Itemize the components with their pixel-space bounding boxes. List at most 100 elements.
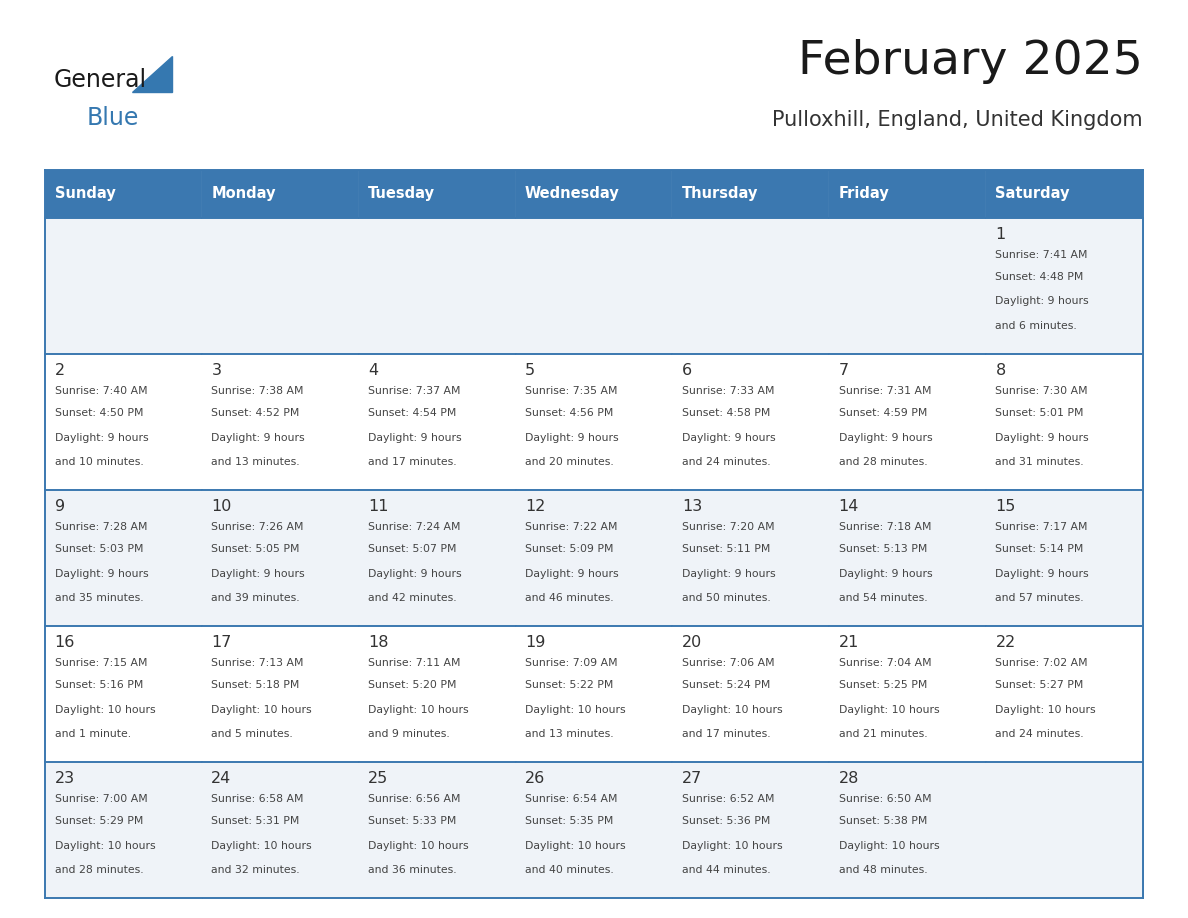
Text: 24: 24 <box>211 771 232 787</box>
Text: Daylight: 9 hours: Daylight: 9 hours <box>682 432 776 442</box>
Text: Tuesday: Tuesday <box>368 186 435 201</box>
Text: Blue: Blue <box>87 106 139 130</box>
Text: Sunset: 4:58 PM: Sunset: 4:58 PM <box>682 408 770 418</box>
Text: and 44 minutes.: and 44 minutes. <box>682 865 771 875</box>
Text: and 50 minutes.: and 50 minutes. <box>682 593 771 603</box>
Text: 2: 2 <box>55 364 64 378</box>
Text: Sunrise: 7:02 AM: Sunrise: 7:02 AM <box>996 658 1088 668</box>
Text: and 57 minutes.: and 57 minutes. <box>996 593 1085 603</box>
Text: Sunset: 5:31 PM: Sunset: 5:31 PM <box>211 816 299 826</box>
Text: Sunset: 5:20 PM: Sunset: 5:20 PM <box>368 680 456 690</box>
Text: Sunrise: 7:11 AM: Sunrise: 7:11 AM <box>368 658 461 668</box>
Text: Monday: Monday <box>211 186 276 201</box>
Text: Daylight: 10 hours: Daylight: 10 hours <box>55 705 156 714</box>
Text: Sunrise: 7:40 AM: Sunrise: 7:40 AM <box>55 386 147 397</box>
Text: and 13 minutes.: and 13 minutes. <box>211 457 301 467</box>
Text: 15: 15 <box>996 499 1016 514</box>
Text: Daylight: 9 hours: Daylight: 9 hours <box>996 297 1089 307</box>
Text: Daylight: 10 hours: Daylight: 10 hours <box>368 841 469 851</box>
Text: 18: 18 <box>368 635 388 650</box>
Text: Daylight: 9 hours: Daylight: 9 hours <box>55 432 148 442</box>
Text: Sunrise: 7:24 AM: Sunrise: 7:24 AM <box>368 522 461 532</box>
Text: 8: 8 <box>996 364 1006 378</box>
Text: and 39 minutes.: and 39 minutes. <box>211 593 301 603</box>
Text: Sunset: 5:33 PM: Sunset: 5:33 PM <box>368 816 456 826</box>
Text: Daylight: 10 hours: Daylight: 10 hours <box>211 705 312 714</box>
Text: Sunrise: 7:15 AM: Sunrise: 7:15 AM <box>55 658 147 668</box>
Text: 3: 3 <box>211 364 221 378</box>
Text: 25: 25 <box>368 771 388 787</box>
Text: Daylight: 10 hours: Daylight: 10 hours <box>368 705 469 714</box>
Text: Sunrise: 7:00 AM: Sunrise: 7:00 AM <box>55 794 147 804</box>
Text: 5: 5 <box>525 364 535 378</box>
Text: 6: 6 <box>682 364 691 378</box>
Text: Sunrise: 7:41 AM: Sunrise: 7:41 AM <box>996 251 1088 260</box>
Text: and 17 minutes.: and 17 minutes. <box>368 457 457 467</box>
Text: Sunset: 5:07 PM: Sunset: 5:07 PM <box>368 544 456 554</box>
Text: Sunset: 4:56 PM: Sunset: 4:56 PM <box>525 408 613 418</box>
Text: Sunrise: 7:33 AM: Sunrise: 7:33 AM <box>682 386 775 397</box>
Text: and 54 minutes.: and 54 minutes. <box>839 593 928 603</box>
Text: Sunset: 5:05 PM: Sunset: 5:05 PM <box>211 544 299 554</box>
Text: Daylight: 10 hours: Daylight: 10 hours <box>525 841 626 851</box>
Text: Sunrise: 7:37 AM: Sunrise: 7:37 AM <box>368 386 461 397</box>
Text: Sunrise: 7:13 AM: Sunrise: 7:13 AM <box>211 658 304 668</box>
Text: and 1 minute.: and 1 minute. <box>55 729 131 739</box>
Text: Sunset: 5:24 PM: Sunset: 5:24 PM <box>682 680 770 690</box>
Text: General: General <box>53 68 146 92</box>
Text: Daylight: 10 hours: Daylight: 10 hours <box>525 705 626 714</box>
Text: Sunrise: 7:28 AM: Sunrise: 7:28 AM <box>55 522 147 532</box>
Text: 17: 17 <box>211 635 232 650</box>
Text: and 24 minutes.: and 24 minutes. <box>682 457 771 467</box>
Text: and 5 minutes.: and 5 minutes. <box>211 729 293 739</box>
Text: 1: 1 <box>996 227 1006 242</box>
Text: Sunset: 5:03 PM: Sunset: 5:03 PM <box>55 544 143 554</box>
Text: Daylight: 9 hours: Daylight: 9 hours <box>211 432 305 442</box>
Text: 12: 12 <box>525 499 545 514</box>
Text: Sunrise: 7:09 AM: Sunrise: 7:09 AM <box>525 658 618 668</box>
Text: and 28 minutes.: and 28 minutes. <box>55 865 144 875</box>
Text: 16: 16 <box>55 635 75 650</box>
Text: Daylight: 10 hours: Daylight: 10 hours <box>839 841 940 851</box>
Text: 4: 4 <box>368 364 378 378</box>
Text: 9: 9 <box>55 499 64 514</box>
Text: and 36 minutes.: and 36 minutes. <box>368 865 457 875</box>
Text: Daylight: 10 hours: Daylight: 10 hours <box>682 841 783 851</box>
Text: Sunset: 5:13 PM: Sunset: 5:13 PM <box>839 544 927 554</box>
Text: and 17 minutes.: and 17 minutes. <box>682 729 771 739</box>
Text: and 9 minutes.: and 9 minutes. <box>368 729 450 739</box>
Text: Sunrise: 7:30 AM: Sunrise: 7:30 AM <box>996 386 1088 397</box>
Text: Daylight: 10 hours: Daylight: 10 hours <box>682 705 783 714</box>
Text: Sunrise: 7:17 AM: Sunrise: 7:17 AM <box>996 522 1088 532</box>
Text: and 31 minutes.: and 31 minutes. <box>996 457 1085 467</box>
Text: Sunset: 4:52 PM: Sunset: 4:52 PM <box>211 408 299 418</box>
Text: Daylight: 9 hours: Daylight: 9 hours <box>368 432 462 442</box>
Text: Sunday: Sunday <box>55 186 115 201</box>
Text: Sunrise: 7:20 AM: Sunrise: 7:20 AM <box>682 522 775 532</box>
Text: and 28 minutes.: and 28 minutes. <box>839 457 928 467</box>
Text: Daylight: 10 hours: Daylight: 10 hours <box>55 841 156 851</box>
Text: Sunset: 5:22 PM: Sunset: 5:22 PM <box>525 680 613 690</box>
Text: Sunset: 4:59 PM: Sunset: 4:59 PM <box>839 408 927 418</box>
Text: Saturday: Saturday <box>996 186 1070 201</box>
Text: Daylight: 9 hours: Daylight: 9 hours <box>525 568 619 578</box>
Text: Sunrise: 7:18 AM: Sunrise: 7:18 AM <box>839 522 931 532</box>
Text: Sunrise: 7:35 AM: Sunrise: 7:35 AM <box>525 386 618 397</box>
Text: 11: 11 <box>368 499 388 514</box>
Text: Sunset: 5:16 PM: Sunset: 5:16 PM <box>55 680 143 690</box>
Text: Sunset: 5:27 PM: Sunset: 5:27 PM <box>996 680 1083 690</box>
Text: Sunrise: 7:26 AM: Sunrise: 7:26 AM <box>211 522 304 532</box>
Text: Daylight: 9 hours: Daylight: 9 hours <box>996 568 1089 578</box>
Text: Sunset: 4:50 PM: Sunset: 4:50 PM <box>55 408 143 418</box>
Text: Daylight: 10 hours: Daylight: 10 hours <box>996 705 1097 714</box>
Text: Sunrise: 6:52 AM: Sunrise: 6:52 AM <box>682 794 775 804</box>
Text: and 13 minutes.: and 13 minutes. <box>525 729 614 739</box>
Text: Daylight: 9 hours: Daylight: 9 hours <box>525 432 619 442</box>
Text: and 48 minutes.: and 48 minutes. <box>839 865 928 875</box>
Text: Sunset: 5:18 PM: Sunset: 5:18 PM <box>211 680 299 690</box>
Text: and 20 minutes.: and 20 minutes. <box>525 457 614 467</box>
Text: Sunset: 5:25 PM: Sunset: 5:25 PM <box>839 680 927 690</box>
Text: and 40 minutes.: and 40 minutes. <box>525 865 614 875</box>
Text: and 35 minutes.: and 35 minutes. <box>55 593 144 603</box>
Text: 23: 23 <box>55 771 75 787</box>
